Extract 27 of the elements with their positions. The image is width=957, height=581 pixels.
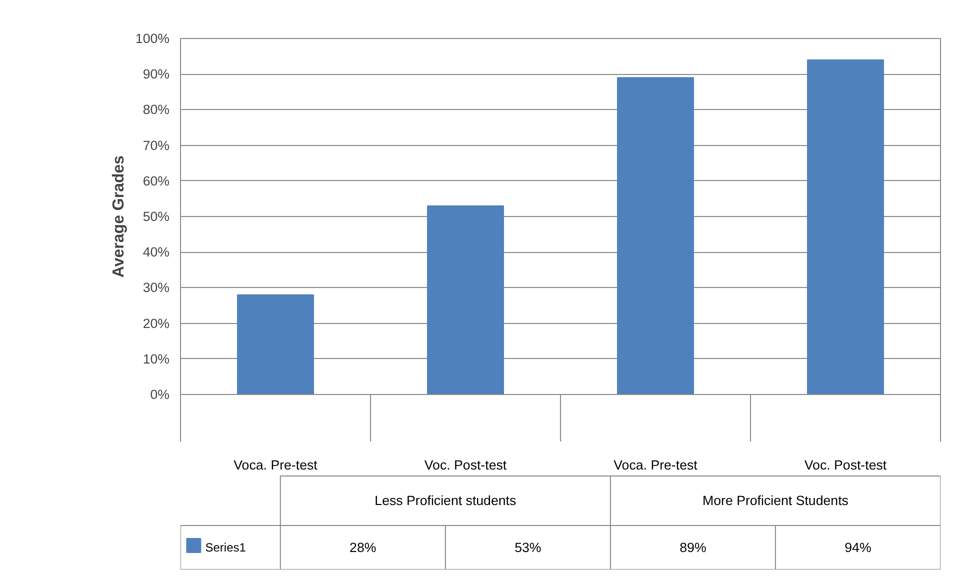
y-tick-label: 30% <box>142 280 170 296</box>
x-tick-label: Voca. Pre-test <box>234 458 318 472</box>
y-tick-label: 70% <box>142 138 170 153</box>
legend-label: Series1 <box>205 540 246 554</box>
y-axis-title: Average Grades <box>110 155 128 278</box>
x-tick-label: Voca. Pre-test <box>614 458 698 472</box>
y-tick-label: 50% <box>142 209 170 224</box>
data-label: 53% <box>514 540 542 555</box>
bar <box>807 59 884 394</box>
text: More Proficient Students <box>702 493 849 508</box>
y-tick-label: 100% <box>135 31 170 46</box>
y-tick-label: 10% <box>142 351 170 366</box>
y-tick-label: 60% <box>142 173 170 188</box>
data-label: 89% <box>680 540 706 555</box>
text: Less Proficient students <box>374 493 516 508</box>
data-label: 28% <box>350 540 376 555</box>
bar <box>237 294 314 394</box>
y-tick-label: 80% <box>142 102 170 118</box>
y-tick-label: 20% <box>142 316 170 331</box>
y-tick-label: 40% <box>142 244 170 260</box>
x-tick-label: Voc. Post-test <box>424 458 507 472</box>
bar <box>617 77 694 394</box>
bar <box>427 205 504 394</box>
x-tick-label: Voc. Post-test <box>804 458 887 472</box>
data-label: 94% <box>844 540 872 555</box>
y-tick-label: 90% <box>142 66 170 82</box>
y-tick-label: 0% <box>150 387 170 402</box>
